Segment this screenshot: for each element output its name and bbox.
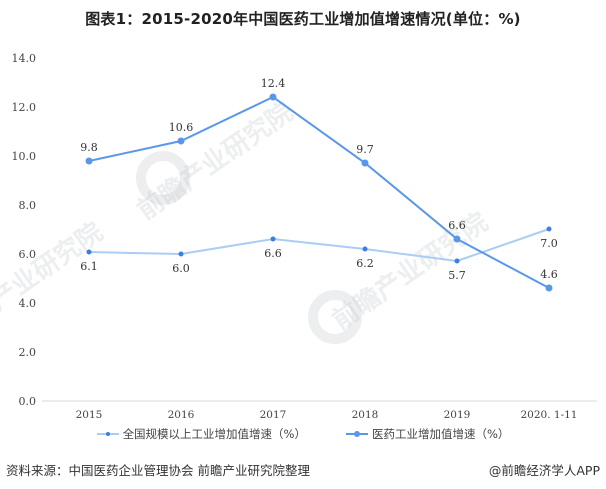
data-label: 9.7: [356, 143, 374, 156]
data-label: 7.0: [540, 237, 558, 250]
y-axis: 0.0 2.0 4.0 6.0 8.0 10.0 12.0 14.0: [12, 52, 37, 408]
line-marker-icon: [346, 430, 368, 438]
svg-text:2018: 2018: [352, 409, 379, 421]
data-label: 4.6: [540, 268, 558, 281]
data-label: 6.6: [264, 247, 282, 260]
svg-text:10.0: 10.0: [12, 150, 37, 163]
footer: 资料来源：中国医药企业管理协会 前瞻产业研究院整理 @前瞻经济学人APP: [6, 460, 600, 479]
svg-text:6.0: 6.0: [19, 248, 37, 261]
data-point: [546, 226, 552, 232]
source-note: 资料来源：中国医药企业管理协会 前瞻产业研究院整理: [6, 463, 310, 478]
legend-item-national[interactable]: 全国规模以上工业增加值增速（%）: [96, 426, 306, 442]
credit: @前瞻经济学人APP: [488, 463, 600, 478]
data-label: 10.6: [169, 121, 194, 134]
chart-title: 图表1：2015-2020年中国医药工业增加值增速情况(单位：%): [85, 10, 521, 28]
data-label: 5.7: [448, 269, 466, 282]
svg-text:0.0: 0.0: [19, 395, 37, 408]
watermark-logo-icon: [308, 290, 362, 344]
data-point: [177, 137, 185, 145]
svg-text:2017: 2017: [260, 409, 287, 421]
data-point: [269, 93, 277, 101]
data-label: 6.6: [448, 219, 466, 232]
data-point: [86, 249, 92, 255]
data-point: [85, 157, 93, 165]
legend-label: 全国规模以上工业增加值增速（%）: [122, 427, 306, 441]
legend-item-pharma[interactable]: 医药工业增加值增速（%）: [346, 426, 509, 442]
svg-text:2016: 2016: [168, 409, 195, 421]
data-point: [178, 251, 184, 257]
line-marker-icon: [96, 430, 119, 438]
svg-text:2020. 1-11: 2020. 1-11: [521, 409, 578, 421]
data-point: [362, 246, 368, 252]
svg-text:2015: 2015: [76, 409, 103, 421]
data-point: [453, 235, 461, 243]
svg-text:14.0: 14.0: [12, 52, 37, 65]
svg-text:12.0: 12.0: [12, 101, 37, 114]
series-national: 6.1 6.0 6.6 6.2 5.7 7.0: [80, 226, 558, 282]
data-label: 9.8: [80, 141, 98, 154]
data-label: 6.0: [172, 262, 190, 275]
watermark-logo-icon: [136, 151, 190, 205]
svg-text:8.0: 8.0: [19, 199, 37, 212]
data-label: 6.2: [356, 257, 374, 270]
data-point: [361, 159, 369, 167]
svg-text:4.0: 4.0: [19, 297, 37, 310]
data-label: 12.4: [261, 77, 286, 90]
svg-text:2.0: 2.0: [19, 346, 37, 359]
data-point: [545, 284, 553, 292]
data-point: [454, 258, 460, 264]
legend-label: 医药工业增加值增速（%）: [372, 427, 510, 441]
x-axis-labels: 2015 2016 2017 2018 2019 2020. 1-11: [76, 409, 578, 421]
data-label: 6.1: [80, 260, 98, 273]
series-pharma: 9.8 10.6 12.4 9.7 6.6 4.6: [80, 77, 558, 292]
svg-text:2019: 2019: [444, 409, 471, 421]
data-point: [270, 236, 276, 242]
chart-legend: 全国规模以上工业增加值增速（%） 医药工业增加值增速（%）: [0, 426, 606, 442]
